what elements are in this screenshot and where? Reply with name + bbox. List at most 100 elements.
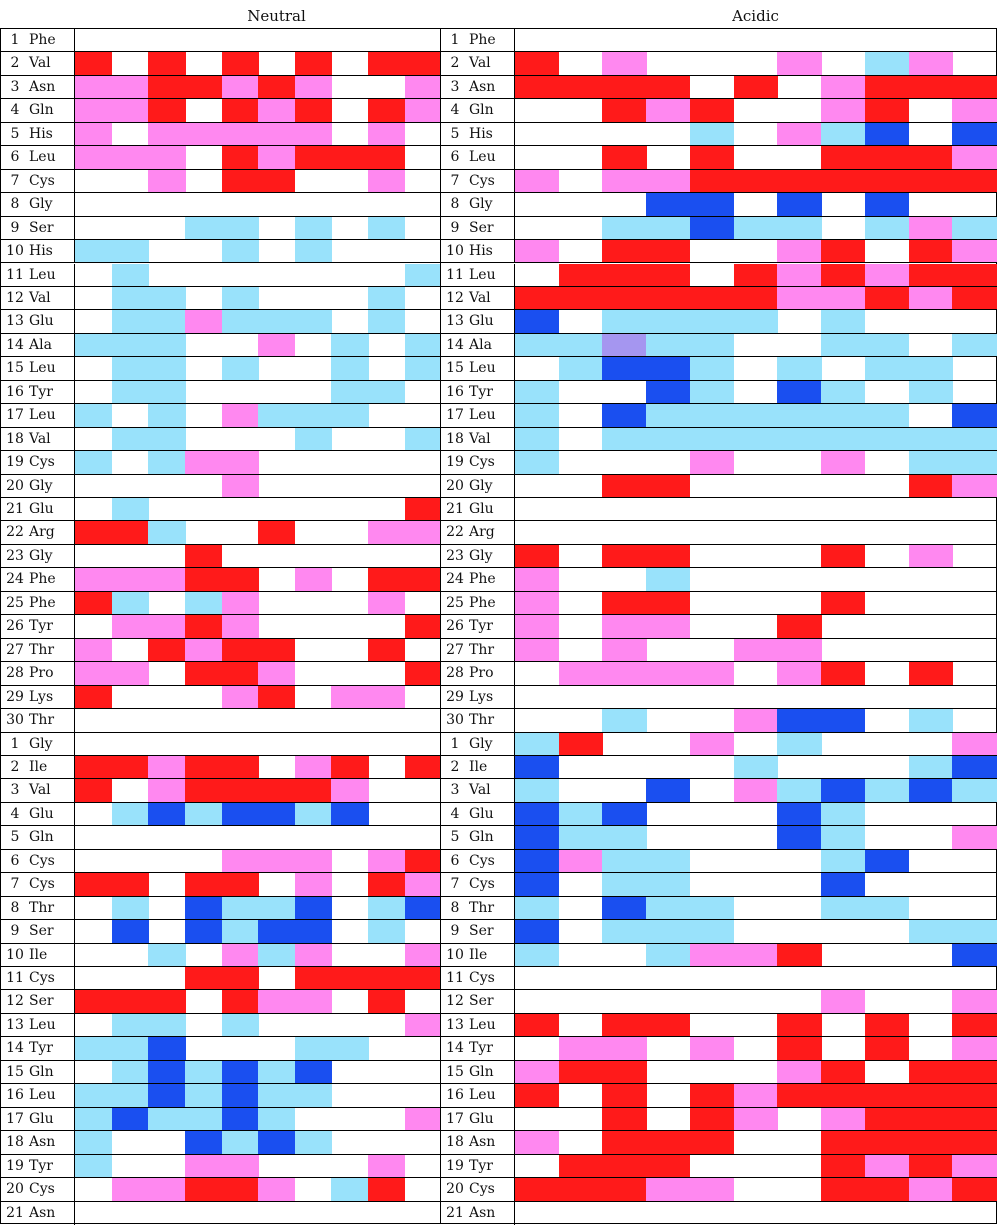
- interaction-cell: [111, 310, 149, 333]
- interaction-cell: [368, 967, 406, 990]
- row-cells: [515, 451, 997, 474]
- residue-number: 6: [450, 149, 460, 166]
- interaction-cell: [908, 709, 953, 732]
- interaction-cell: [733, 755, 778, 779]
- row-cells: [515, 99, 997, 122]
- residue-name: Ile: [469, 758, 488, 775]
- interaction-cell: [602, 1060, 647, 1084]
- grid-row: 18 Asn: [1, 1131, 479, 1155]
- row-cells: [75, 802, 479, 826]
- grid-row: 25 Phe: [1, 591, 478, 616]
- interaction-cell: [221, 1178, 259, 1201]
- row-cells: [75, 1060, 479, 1084]
- row-cells: [75, 967, 478, 990]
- residue-name: Leu: [29, 1087, 56, 1104]
- grid-row: 4 Gln: [441, 99, 997, 123]
- interaction-cell: [184, 755, 223, 779]
- grid-row: 13 Glu: [1, 310, 478, 334]
- interaction-cell: [184, 1131, 223, 1154]
- residue-name: Ser: [469, 993, 494, 1010]
- interaction-cell: [602, 216, 647, 240]
- row-label: 5 His: [1, 122, 75, 146]
- interaction-cell: [558, 1154, 604, 1178]
- interaction-cell: [558, 802, 604, 826]
- interaction-cell: [908, 75, 953, 99]
- interaction-cell: [368, 990, 406, 1013]
- interaction-cell: [908, 357, 953, 380]
- row-label: 3 Asn: [1, 75, 75, 99]
- grid-row: 1 Gly: [441, 732, 997, 756]
- interaction-cell: [864, 263, 910, 286]
- residue-number: 8: [450, 196, 460, 213]
- interaction-cell: [689, 169, 735, 193]
- interaction-cell: [368, 216, 406, 240]
- interaction-cell: [689, 943, 735, 967]
- row-cells: [75, 1131, 479, 1154]
- row-label: 10 His: [1, 240, 75, 263]
- row-label: 5 Gln: [1, 826, 75, 849]
- interaction-cell: [864, 1178, 910, 1201]
- interaction-cell: [368, 146, 406, 169]
- residue-name: Thr: [469, 899, 495, 916]
- residue-number: 20: [446, 1181, 464, 1198]
- interaction-cell: [294, 802, 333, 826]
- interaction-cell: [821, 380, 866, 404]
- interaction-cell: [75, 1131, 113, 1154]
- interaction-cell: [258, 333, 296, 357]
- row-label: 23 Gly: [1, 544, 75, 568]
- interaction-cell: [602, 802, 647, 826]
- residue-name: Glu: [469, 1110, 494, 1127]
- residue-name: Gly: [29, 735, 53, 752]
- row-label: 21 Glu: [1, 498, 75, 521]
- interaction-cell: [221, 568, 259, 591]
- interaction-cell: [646, 615, 691, 638]
- interaction-cell: [864, 779, 910, 802]
- interaction-cell: [602, 1154, 647, 1178]
- row-cells: [515, 755, 997, 779]
- residue-name: Ile: [29, 758, 48, 775]
- interaction-cell: [777, 380, 822, 404]
- interaction-cell: [646, 920, 691, 943]
- interaction-cell: [821, 802, 866, 826]
- row-label: 7 Cys: [441, 873, 515, 896]
- interaction-cell: [515, 1013, 560, 1037]
- residue-number: 25: [6, 594, 24, 611]
- row-label: 2 Val: [1, 52, 75, 75]
- interaction-cell: [184, 216, 223, 240]
- interaction-cell: [221, 779, 259, 802]
- residue-number: 23: [6, 547, 24, 564]
- interaction-cell: [821, 451, 866, 474]
- interaction-cell: [515, 920, 560, 943]
- row-cells: [75, 544, 478, 568]
- interaction-cell: [258, 779, 296, 802]
- interaction-cell: [952, 286, 997, 310]
- row-cells: [75, 638, 479, 662]
- residue-number: 29: [6, 688, 24, 705]
- interaction-cell: [368, 896, 406, 920]
- interaction-cell: [602, 1107, 647, 1131]
- residue-name: Tyr: [469, 383, 493, 400]
- interaction-cell: [821, 1060, 866, 1084]
- interaction-cell: [952, 990, 997, 1013]
- residue-number: 10: [6, 946, 24, 963]
- residue-name: Leu: [469, 1087, 496, 1104]
- interaction-cell: [602, 638, 647, 662]
- interaction-cell: [294, 122, 333, 146]
- residue-number: 30: [446, 712, 464, 729]
- residue-name: Thr: [469, 712, 495, 729]
- interaction-cell: [294, 427, 333, 451]
- grid-row: 15 Gln: [441, 1060, 997, 1085]
- interaction-cell: [331, 685, 369, 709]
- grid-row: 5 Gln: [441, 826, 997, 850]
- grid-row: 7 Cys: [441, 169, 997, 194]
- grid-row: 9 Ser: [441, 216, 997, 241]
- row-cells: [515, 52, 996, 75]
- residue-number: 7: [450, 172, 460, 189]
- interaction-cell: [148, 169, 186, 193]
- interaction-cell: [777, 357, 822, 380]
- interaction-cell: [515, 310, 560, 333]
- residue-name: Val: [469, 782, 491, 799]
- row-cells: [75, 615, 479, 638]
- row-cells: [75, 1154, 478, 1178]
- interaction-cell: [646, 286, 691, 310]
